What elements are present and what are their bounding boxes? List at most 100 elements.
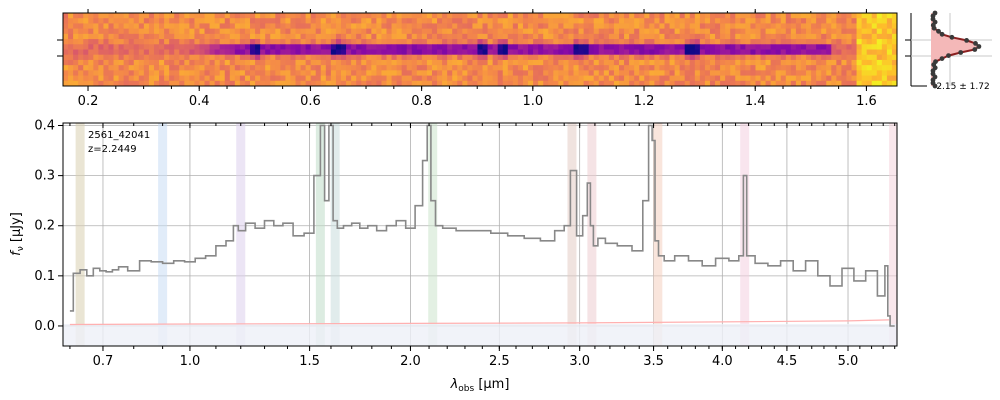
heatmap-cell [138, 70, 145, 76]
heatmap-cell [133, 49, 140, 56]
profile-point [949, 34, 955, 40]
heatmap-cell [507, 44, 514, 50]
heatmap-cell [467, 65, 473, 71]
heatmap-cell [457, 54, 463, 61]
heatmap-cell [260, 49, 266, 56]
heatmap-cell [704, 65, 711, 71]
profile-point [958, 50, 964, 55]
heatmap-cell [674, 65, 681, 71]
heatmap-cell [881, 65, 888, 71]
heatmap-cell [745, 23, 751, 30]
heatmap-cell [583, 39, 590, 45]
heatmap-cell [174, 75, 180, 82]
heatmap-cell [856, 28, 863, 35]
heatmap-cell [280, 65, 286, 71]
heatmap-cell [679, 80, 686, 87]
heatmap-cell [442, 18, 448, 24]
heatmap-cell [457, 13, 463, 19]
heatmap-cell [467, 59, 473, 66]
heatmap-cell [310, 18, 317, 24]
heatmap-cell [255, 75, 261, 82]
heatmap-cell [790, 44, 797, 50]
heatmap-cell [482, 23, 488, 30]
heatmap-cell [533, 23, 539, 30]
heatmap-cell [401, 75, 408, 82]
heatmap-cell [578, 80, 585, 87]
heatmap-cell [507, 33, 514, 40]
heatmap-cell [381, 44, 387, 50]
heatmap-cell [644, 59, 650, 66]
heatmap-cell [624, 39, 630, 45]
heatmap-cell [507, 75, 514, 82]
heatmap-cell [573, 70, 579, 76]
heatmap-cell [421, 18, 428, 24]
heatmap-cell [709, 44, 716, 50]
heatmap-cell [371, 54, 377, 61]
heatmap-cell [452, 75, 458, 82]
heatmap-cell [416, 59, 423, 66]
heatmap-cell [608, 49, 615, 56]
heatmap-cell [770, 49, 777, 56]
heatmap-cell [608, 18, 615, 24]
heatmap-cell [184, 39, 190, 45]
heatmap-cell [128, 59, 135, 66]
heatmap-cell [83, 28, 89, 35]
heatmap-cell [300, 65, 307, 71]
heatmap-cell [194, 28, 200, 35]
heatmap-cell [699, 70, 706, 76]
heatmap-cell [320, 28, 327, 35]
heatmap-cell [386, 23, 392, 30]
heatmap-cell [270, 49, 276, 56]
heatmap-cell [244, 59, 251, 66]
heatmap-cell [426, 54, 433, 61]
heatmap-cell [118, 70, 125, 76]
heatmap-cell [143, 28, 150, 35]
heatmap-cell [720, 65, 726, 71]
heatmap-cell [128, 70, 135, 76]
heatmap-cell [725, 54, 731, 61]
heatmap-cell [315, 23, 322, 30]
heatmap-cell [821, 65, 827, 71]
heatmap-cell [871, 54, 878, 61]
heatmap-cell [674, 54, 681, 61]
heatmap-cell [477, 80, 483, 87]
heatmap-cell [477, 28, 483, 35]
heatmap-cell [300, 13, 307, 19]
heatmap-cell [492, 54, 499, 61]
heatmap-cell [194, 70, 200, 76]
heatmap-cell [305, 28, 312, 35]
heatmap-cell [811, 18, 817, 24]
heatmap-cell [159, 75, 165, 82]
heatmap-cell [502, 70, 509, 76]
heatmap-cell [507, 65, 514, 71]
heatmap-cell [239, 65, 246, 71]
spectrum-2d-frame [62, 12, 898, 87]
heatmap-cell [502, 54, 509, 61]
heatmap-cell [502, 39, 509, 45]
heatmap-cell [856, 70, 863, 76]
heatmap-cell [684, 33, 691, 40]
heatmap-cell [391, 54, 397, 61]
heatmap-cell [694, 33, 701, 40]
heatmap-cell [806, 75, 812, 82]
heatmap-cell [391, 23, 397, 30]
heatmap-cell [138, 13, 145, 19]
heatmap-cell [431, 70, 438, 76]
heatmap-cell [563, 75, 569, 82]
heatmap-cell [538, 75, 544, 82]
heatmap-cell [881, 59, 888, 66]
heatmap-cell [790, 23, 797, 30]
heatmap-cell [381, 18, 387, 24]
heatmap-cell [234, 39, 241, 45]
heatmap-cell [346, 59, 352, 66]
heatmap-cell [255, 13, 261, 19]
heatmap-cell [351, 28, 357, 35]
heatmap-cell [371, 75, 377, 82]
heatmap-cell [780, 59, 787, 66]
heatmap-cell [790, 13, 797, 19]
heatmap-cell [608, 23, 615, 30]
heatmap-cell [123, 65, 130, 71]
heatmap-cell [806, 80, 812, 87]
heatmap-cell [229, 49, 236, 56]
heatmap-cell [502, 75, 509, 82]
